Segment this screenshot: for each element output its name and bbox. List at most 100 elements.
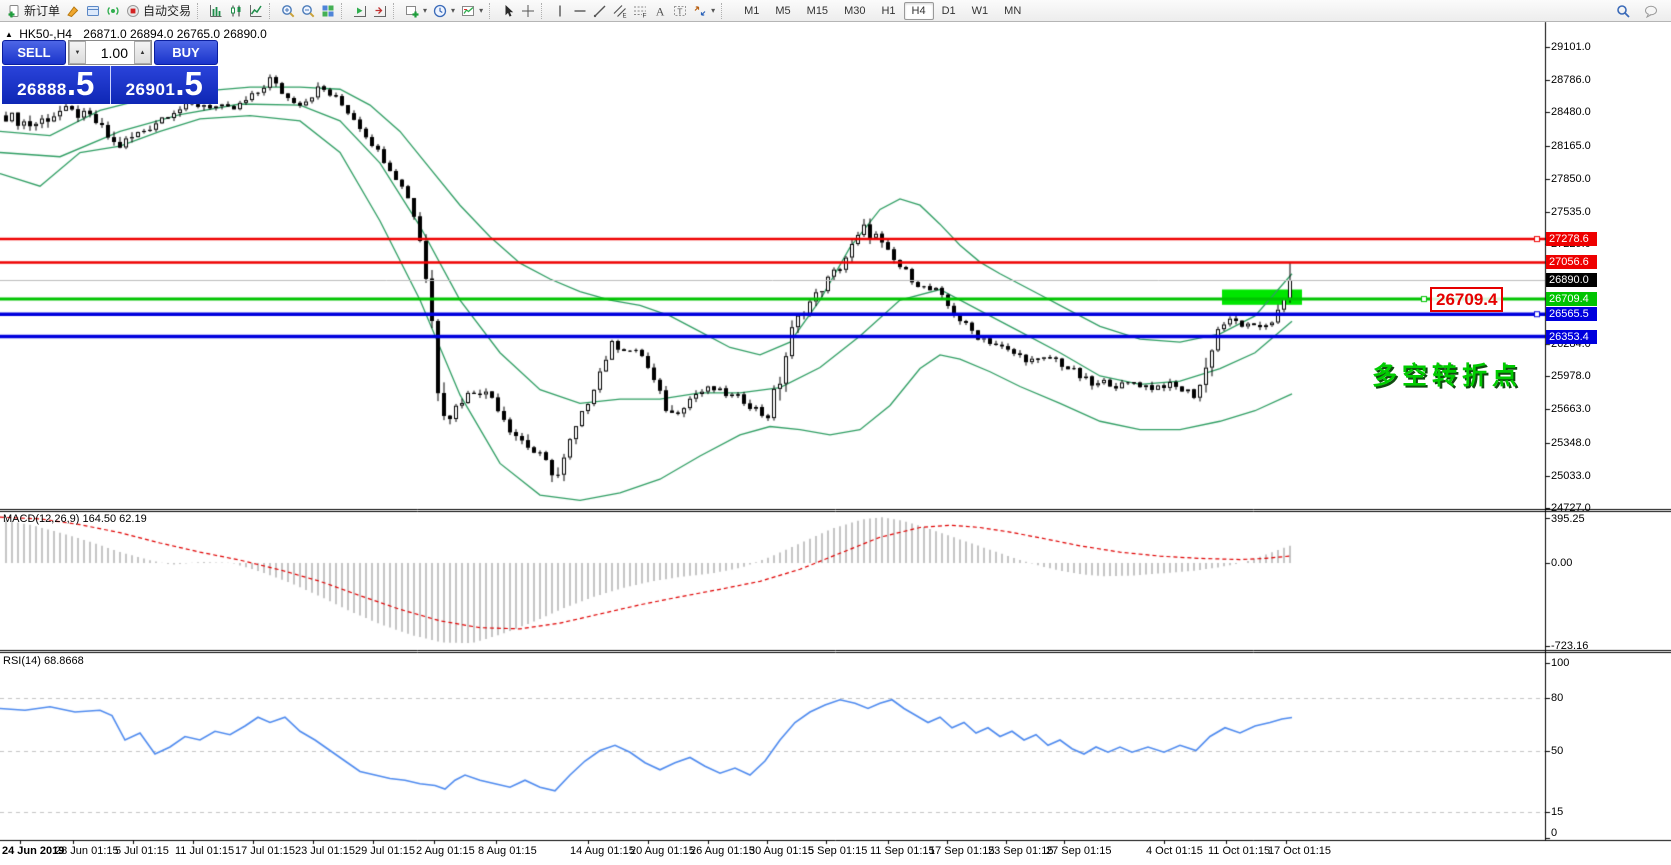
- zoom-in-icon: [281, 4, 295, 18]
- data-window-button[interactable]: [83, 3, 103, 19]
- volume-down-button[interactable]: ▼: [69, 41, 86, 64]
- templates-button[interactable]: ▾: [458, 3, 486, 19]
- rsi-axis-tick: 15: [1551, 805, 1564, 818]
- signal-button[interactable]: [103, 3, 123, 19]
- time-axis-label: 26 Aug 01:15: [690, 845, 755, 857]
- time-axis-label: 28 Jun 01:15: [55, 845, 119, 857]
- zoom-in-button[interactable]: [278, 3, 298, 19]
- collapse-arrow-icon[interactable]: ▲: [5, 30, 13, 39]
- time-axis-label: 17 Sep 01:15: [929, 845, 995, 857]
- timeframe-button-H4[interactable]: H4: [903, 1, 934, 20]
- arrows-button[interactable]: ▾: [690, 3, 718, 19]
- crosshair-icon: [521, 4, 535, 18]
- timeframe-button-M1[interactable]: M1: [744, 4, 760, 17]
- timeframe-button-M30[interactable]: M30: [844, 4, 866, 17]
- sell-price[interactable]: 26888 .5: [2, 66, 111, 104]
- price-axis-tick: 27535.0: [1551, 206, 1591, 219]
- text-button[interactable]: A: [650, 3, 670, 19]
- time-axis-label: 5 Sep 01:15: [808, 845, 868, 857]
- volume-stepper: ▼ 1.00 ▲: [68, 40, 152, 65]
- indicators-icon: [405, 4, 419, 18]
- marker-button[interactable]: [63, 3, 83, 19]
- rsi-axis-tick: 100: [1551, 657, 1570, 669]
- cursor-button[interactable]: [498, 3, 518, 19]
- vertical-line-button[interactable]: [550, 3, 570, 19]
- autotrade-button[interactable]: 自动交易: [123, 1, 194, 20]
- candle-chart-button[interactable]: [226, 3, 246, 19]
- chevron-down-icon[interactable]: ▾: [479, 6, 484, 15]
- buy-price[interactable]: 26901 .5: [110, 66, 218, 104]
- time-axis-label: 11 Jul 01:15: [175, 845, 235, 857]
- zoom-out-button[interactable]: [298, 3, 318, 19]
- timeframe-button-H1[interactable]: H1: [881, 4, 896, 17]
- timeframe-button-M5[interactable]: M5: [775, 4, 791, 17]
- tile-windows-icon: [321, 4, 335, 18]
- time-axis-label: 14 Aug 01:15: [570, 845, 635, 857]
- macd-label: MACD(12,26,9) 164.50 62.19: [3, 513, 147, 525]
- macd-axis-tick: 395.25: [1551, 513, 1585, 525]
- time-axis-label: 27 Sep 01:15: [1046, 845, 1112, 857]
- time-axis-label: 24 Jun 2019: [2, 845, 65, 857]
- new-order-button[interactable]: 新订单: [4, 1, 63, 20]
- price-axis-tick: 28786.0: [1551, 74, 1591, 87]
- chat-button[interactable]: [1641, 3, 1661, 19]
- toolbar-separator: [393, 2, 399, 19]
- horizontal-line-button[interactable]: [570, 3, 590, 19]
- price-callout-box[interactable]: 26709.4: [1430, 287, 1504, 312]
- search-button[interactable]: [1613, 3, 1633, 19]
- autotrade-icon: [126, 4, 140, 18]
- rsi-label: RSI(14) 68.8668: [3, 655, 84, 667]
- tile-windows-button[interactable]: [318, 3, 338, 19]
- auto-scroll-button[interactable]: [350, 3, 370, 19]
- crosshair-button[interactable]: [518, 3, 538, 19]
- sell-price-main: 26888: [17, 80, 67, 99]
- signal-icon: [106, 4, 120, 18]
- periods-icon: [433, 4, 447, 18]
- line-chart-button[interactable]: [246, 3, 266, 19]
- time-axis-label: 20 Aug 01:15: [630, 845, 695, 857]
- chart-shift-button[interactable]: [370, 3, 390, 19]
- price-axis-tick: 27850.0: [1551, 172, 1591, 185]
- text-icon: A: [653, 4, 667, 18]
- auto-scroll-icon: [353, 4, 367, 18]
- toolbar-separator: [197, 2, 203, 19]
- arrows-icon: [693, 4, 707, 18]
- indicators-button[interactable]: ▾: [402, 3, 430, 19]
- sell-button[interactable]: SELL: [2, 40, 66, 65]
- chevron-down-icon[interactable]: ▾: [451, 6, 456, 15]
- fibonacci-button[interactable]: F: [630, 3, 650, 19]
- chevron-down-icon[interactable]: ▾: [423, 6, 428, 15]
- buy-price-main: 26901: [125, 80, 176, 99]
- text-label-button[interactable]: T: [670, 3, 690, 19]
- volume-up-button[interactable]: ▲: [134, 41, 151, 64]
- price-axis-tick: 28165.0: [1551, 139, 1591, 152]
- timeframe-button-D1[interactable]: D1: [941, 4, 956, 17]
- equidistant-channel-button[interactable]: E: [610, 3, 630, 19]
- new-order-icon: [7, 4, 21, 18]
- channel-icon: E: [613, 4, 627, 18]
- buy-button[interactable]: BUY: [154, 40, 218, 65]
- periods-button[interactable]: ▾: [430, 3, 458, 19]
- chevron-down-icon[interactable]: ▾: [711, 6, 716, 15]
- chart-title: ▲ HK50-,H4 26871.0 26894.0 26765.0 26890…: [5, 27, 267, 41]
- price-line-label: 26709.4: [1546, 292, 1597, 307]
- turning-point-note: 多空转折点: [1372, 362, 1523, 390]
- timeframe-button-MN[interactable]: MN: [1004, 4, 1022, 17]
- sell-price-big: .5: [66, 65, 95, 102]
- price-axis-tick: 25663.0: [1551, 403, 1591, 416]
- bar-chart-button[interactable]: [206, 3, 226, 19]
- time-axis-label: 4 Oct 01:15: [1146, 845, 1203, 857]
- time-axis-label: 2 Aug 01:15: [416, 845, 475, 857]
- time-axis-label: 11 Sep 01:15: [870, 845, 935, 857]
- chart-symbol-period: HK50-,H4: [19, 27, 72, 41]
- templates-icon: [461, 4, 475, 18]
- timeframe-button-M15[interactable]: M15: [806, 4, 829, 17]
- time-axis-label: 8 Aug 01:15: [478, 845, 537, 857]
- time-axis-label: 17 Oct 01:15: [1268, 845, 1331, 857]
- trendline-button[interactable]: [590, 3, 610, 19]
- volume-input[interactable]: 1.00: [100, 44, 128, 61]
- time-axis-label: 23 Jul 01:15: [295, 845, 355, 857]
- timeframe-button-W1[interactable]: W1: [971, 4, 989, 17]
- trendline-icon: [593, 4, 607, 18]
